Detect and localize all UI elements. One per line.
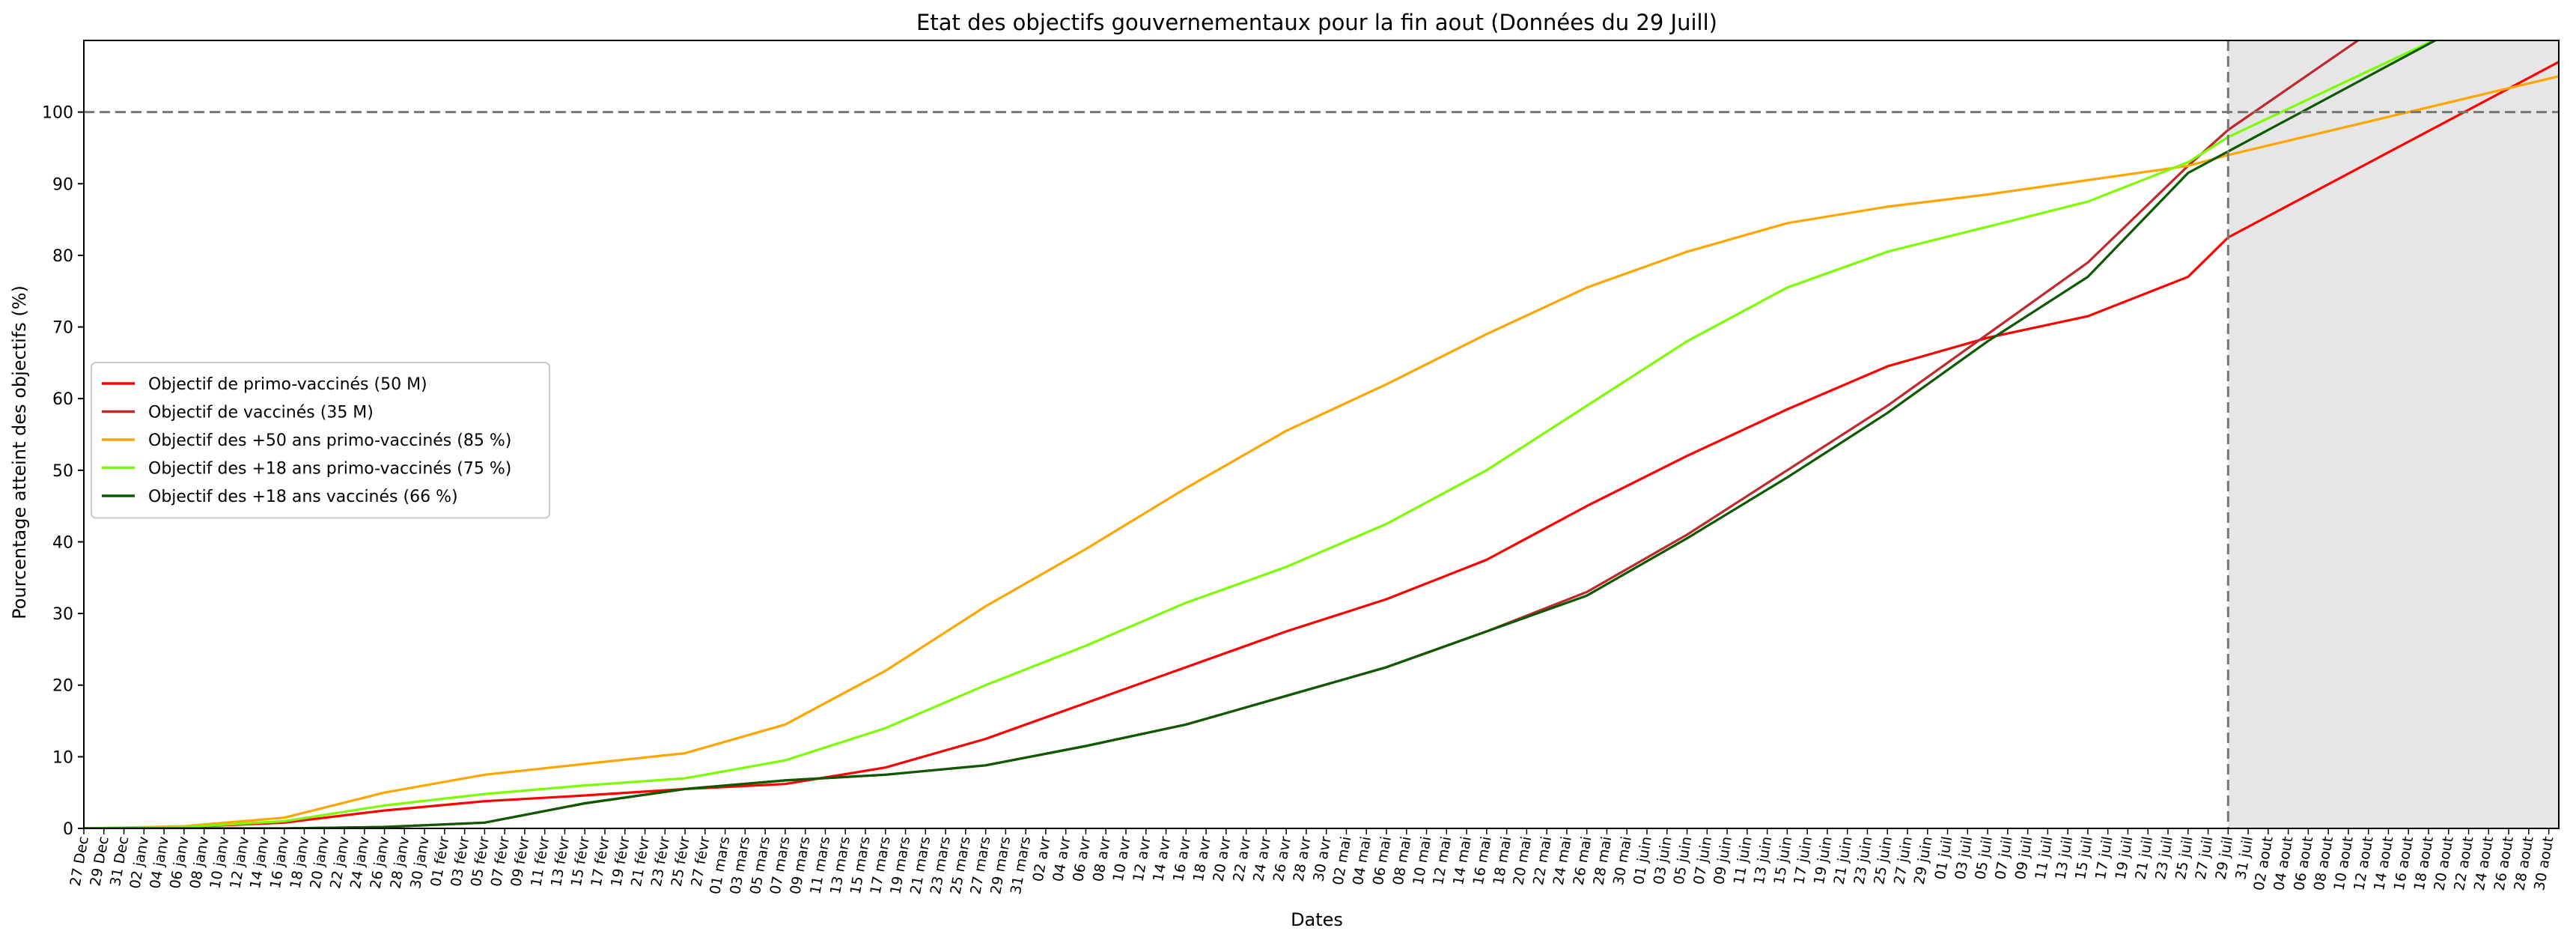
y-axis: 0 10 20 30 40 50 60 70 80 90 100 (42, 104, 84, 839)
series-line-4 (84, 40, 2437, 828)
series-line-1 (84, 61, 2559, 828)
y-tick-label: 60 (52, 390, 73, 409)
legend-label: Objectif des +50 ans primo-vaccinés (85 … (148, 431, 511, 450)
projection-shaded-region (2228, 40, 2559, 828)
series-layer (84, 40, 2559, 828)
series-line-5 (84, 40, 2438, 828)
y-axis-title: Pourcentage atteint des objectifs (%) (9, 285, 30, 619)
x-axis-title: Dates (1291, 909, 1343, 930)
y-tick-label: 70 (52, 319, 73, 338)
y-tick-label: 90 (52, 175, 73, 194)
y-tick-label: 0 (63, 820, 73, 839)
legend-label: Objectif des +18 ans vaccinés (66 %) (148, 488, 458, 506)
chart-title: Etat des objectifs gouvernementaux pour … (916, 10, 1717, 35)
series-line-3 (84, 75, 2559, 828)
legend: Objectif de primo-vaccinés (50 M) Objecti… (91, 362, 550, 519)
y-tick-label: 100 (42, 104, 73, 123)
legend-label: Objectif de primo-vaccinés (50 M) (148, 375, 427, 394)
y-tick-label: 40 (52, 533, 73, 552)
y-tick-label: 10 (52, 748, 73, 767)
legend-label: Objectif des +18 ans primo-vaccinés (75 … (148, 460, 511, 479)
legend-box (91, 362, 550, 519)
y-tick-label: 50 (52, 462, 73, 481)
plot-frame (83, 40, 2560, 829)
y-tick-label: 20 (52, 677, 73, 696)
y-tick-label: 30 (52, 605, 73, 624)
y-tick-label: 80 (52, 247, 73, 266)
legend-label: Objectif de vaccinés (35 M) (148, 404, 374, 422)
